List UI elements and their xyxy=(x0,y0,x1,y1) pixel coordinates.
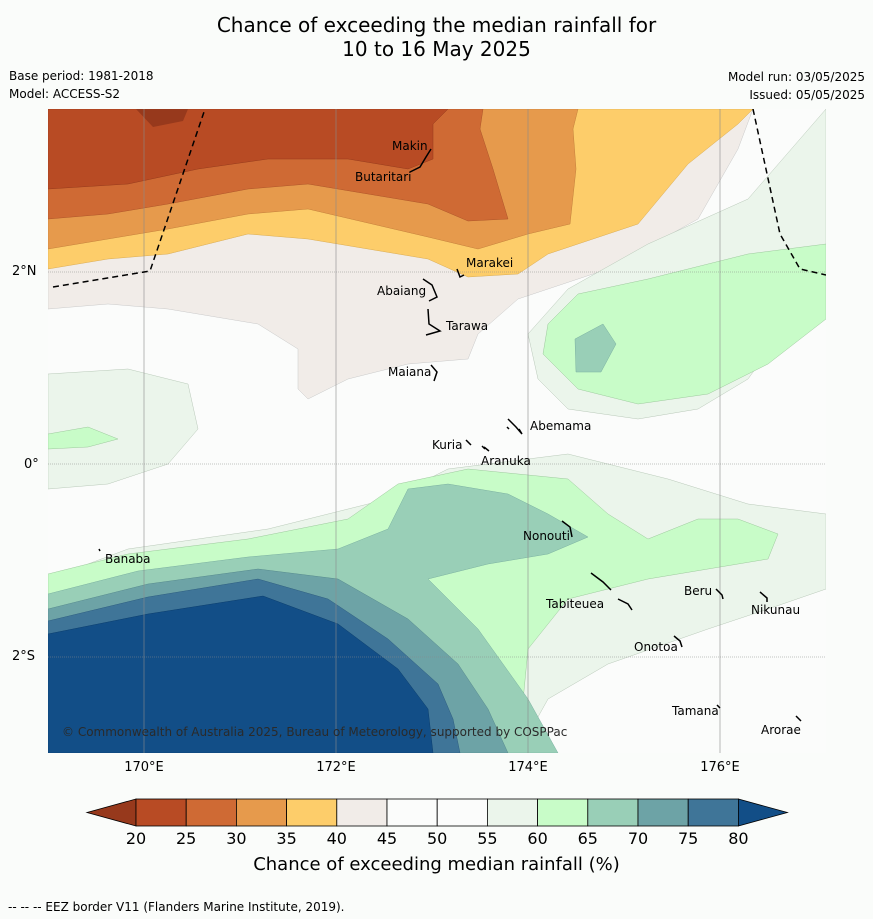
label-marakei: Marakei xyxy=(466,256,513,270)
label-beru: Beru xyxy=(684,584,712,598)
band-60-65-w xyxy=(48,426,119,450)
band-20-25 xyxy=(48,109,449,190)
gridlines xyxy=(48,109,826,753)
label-butaritari: Butaritari xyxy=(355,170,412,184)
colorbar-tick-label: 50 xyxy=(427,829,448,848)
colorbar-swatch xyxy=(336,798,388,827)
colorbar-tick-label: 55 xyxy=(477,829,498,848)
colorbar-tick-label: 35 xyxy=(276,829,297,848)
band-65-70-ne xyxy=(574,323,617,373)
colorbar-swatch xyxy=(587,798,639,827)
chart-title-line1: Chance of exceeding the median rainfall … xyxy=(216,13,657,37)
rainfall-map[interactable]: Makin Butaritari Marakei Abaiang Tarawa … xyxy=(48,109,826,753)
lon-label-176: 176°E xyxy=(700,760,740,775)
lon-label-170: 170°E xyxy=(124,760,164,775)
colorbar-extend-low xyxy=(85,798,137,827)
label-banaba: Banaba xyxy=(105,552,151,566)
label-kuria: Kuria xyxy=(432,438,463,452)
colorbar-tick-label: 75 xyxy=(678,829,699,848)
colorbar-tick-label: 80 xyxy=(728,829,749,848)
chart-title-line2: 10 to 16 May 2025 xyxy=(342,37,531,61)
copyright-notice: © Commonwealth of Australia 2025, Bureau… xyxy=(62,725,567,739)
colorbar-swatch xyxy=(436,798,488,827)
band-55-60-w xyxy=(48,368,199,490)
colorbar-tick-label: 30 xyxy=(226,829,247,848)
label-aranuka: Aranuka xyxy=(481,454,531,468)
lon-label-174: 174°E xyxy=(508,760,548,775)
colorbar-swatch xyxy=(135,798,187,827)
label-makin: Makin xyxy=(392,139,428,153)
lat-label-2n: 2°N xyxy=(12,264,37,279)
colorbar-swatch xyxy=(537,798,589,827)
issued-date: Issued: 05/05/2025 xyxy=(749,88,865,102)
colorbar-swatch xyxy=(486,798,538,827)
colorbar-swatch xyxy=(637,798,689,827)
place-labels: Makin Butaritari Marakei Abaiang Tarawa … xyxy=(105,139,801,737)
colorbar-swatch xyxy=(185,798,237,827)
colorbar-swatch xyxy=(286,798,338,827)
band-60-65-ne xyxy=(542,243,826,405)
colorbar-swatch xyxy=(386,798,438,827)
label-nonouti: Nonouti xyxy=(523,529,570,543)
colorbar-tick-label: 40 xyxy=(326,829,347,848)
model-run: Model run: 03/05/2025 xyxy=(727,70,865,84)
colorbar-tick-label: 45 xyxy=(376,829,398,848)
colorbar xyxy=(85,798,789,827)
base-period: Base period: 1981-2018 xyxy=(9,69,154,83)
label-tabiteuea: Tabiteuea xyxy=(545,597,604,611)
eez-border xyxy=(52,109,826,288)
label-nikunau: Nikunau xyxy=(751,603,800,617)
colorbar-tick-label: 70 xyxy=(627,829,649,848)
band-below-20 xyxy=(136,109,188,127)
lat-label-2s: 2°S xyxy=(12,649,36,664)
model-name: Model: ACCESS-S2 xyxy=(9,87,121,101)
colorbar-swatch xyxy=(687,798,739,827)
label-tamana: Tamana xyxy=(671,704,719,718)
islands xyxy=(98,148,802,722)
label-maiana: Maiana xyxy=(388,365,431,379)
colorbar-tick-label: 60 xyxy=(527,829,548,848)
label-arorae: Arorae xyxy=(761,723,801,737)
label-abemama: Abemama xyxy=(530,419,591,433)
label-onotoa: Onotoa xyxy=(634,640,678,654)
colorbar-label: Chance of exceeding median rainfall (%) xyxy=(253,854,620,875)
colorbar-extend-high xyxy=(738,798,789,827)
label-tarawa: Tarawa xyxy=(445,319,488,333)
lon-label-172: 172°E xyxy=(316,760,356,775)
colorbar-tick-label: 20 xyxy=(125,829,147,848)
label-abaiang: Abaiang xyxy=(377,284,426,298)
lat-label-0: 0° xyxy=(24,457,39,472)
colorbar-tick-label: 65 xyxy=(577,829,598,848)
colorbar-tick-label: 25 xyxy=(176,829,197,848)
eez-note: -- -- -- EEZ border V11 (Flanders Marine… xyxy=(8,900,345,914)
colorbar-swatch xyxy=(235,798,287,827)
